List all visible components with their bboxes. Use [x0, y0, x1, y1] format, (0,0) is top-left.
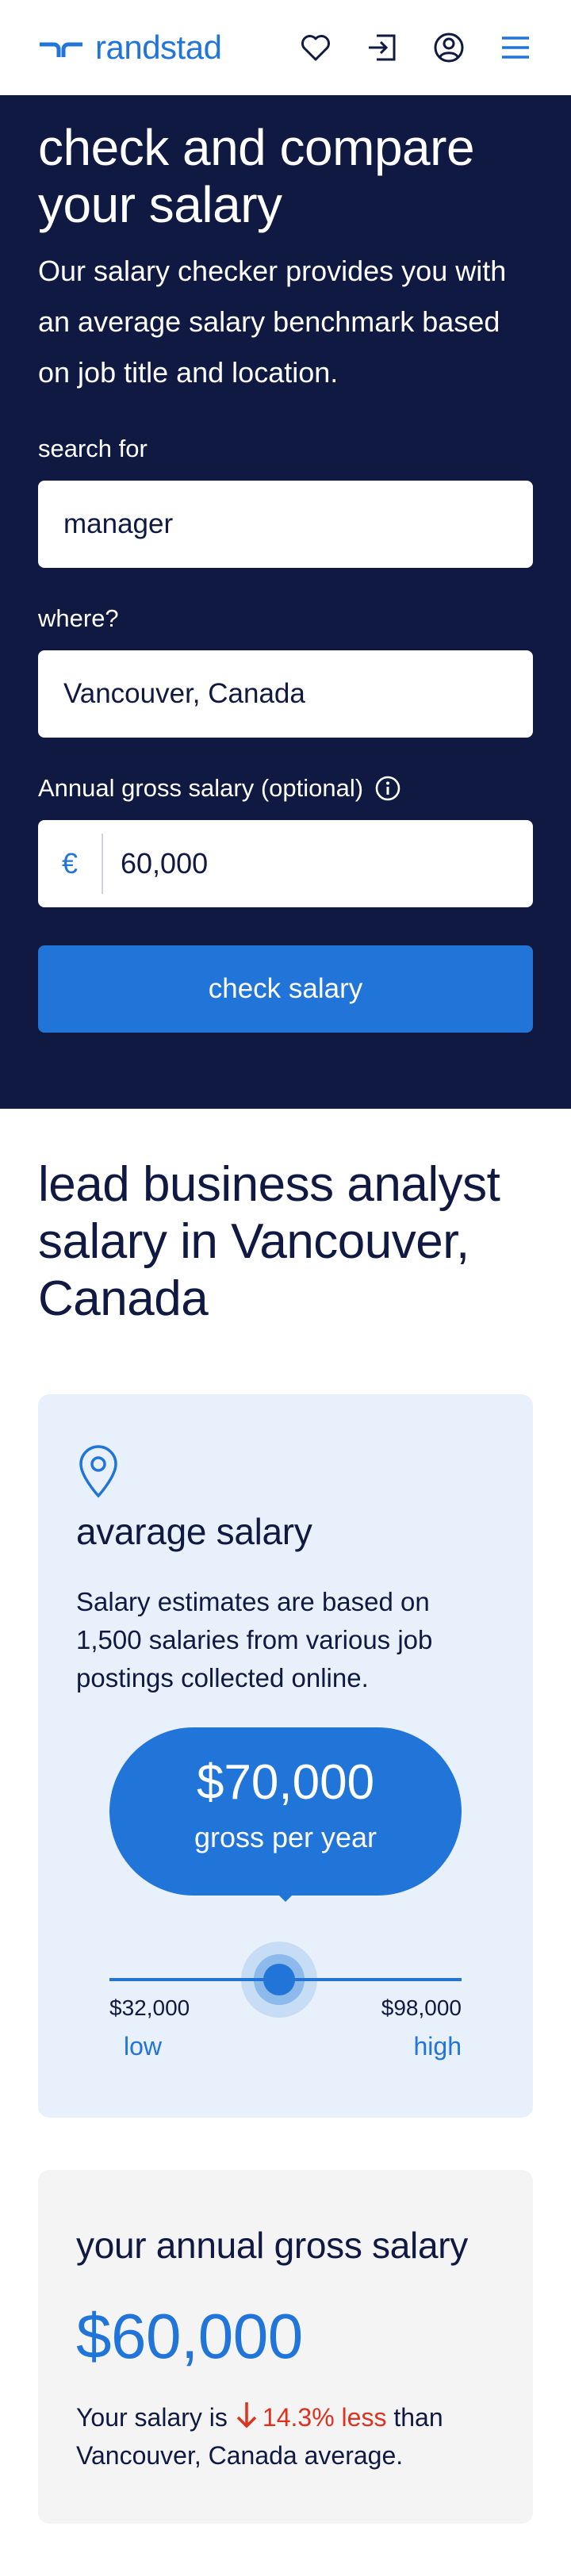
currency-symbol: €	[38, 834, 103, 894]
menu-icon	[502, 36, 529, 59]
location-value: Vancouver, Canada	[63, 678, 305, 709]
salary-value: 60,000	[121, 847, 209, 880]
your-salary-title: your annual gross salary	[76, 2225, 468, 2266]
salary-range-knob[interactable]	[263, 1964, 295, 1995]
location-input[interactable]: Vancouver, Canada	[38, 650, 533, 738]
site-header: randstad	[0, 0, 571, 95]
hero-title: check and compare your salary	[38, 119, 475, 233]
job-title-value: manager	[63, 508, 174, 539]
salary-label: Annual gross salary (optional)	[38, 772, 533, 804]
randstad-logo-mark-icon	[40, 42, 82, 57]
logo-text: randstad	[95, 29, 222, 66]
range-min-value: $32,000	[109, 1995, 190, 2020]
comparison-prefix: Your salary is	[76, 2403, 228, 2432]
average-salary-card: avarage salary Salary estimates are base…	[38, 1394, 533, 2118]
arrow-down-icon	[236, 2402, 257, 2428]
range-high-label: high	[413, 2032, 462, 2060]
hero-intro: Our salary checker provides you with an …	[38, 255, 507, 389]
info-icon[interactable]	[374, 775, 401, 802]
login-icon	[369, 34, 396, 61]
salary-comparison: Your salary is 14.3% less than Vancouver…	[76, 2398, 504, 2474]
user-icon	[434, 33, 464, 63]
range-max-value: $98,000	[381, 1995, 462, 2020]
average-salary-amount: $70,000	[196, 1755, 375, 1810]
average-salary-period: gross per year	[194, 1821, 377, 1853]
your-salary-card: your annual gross salary $60,000 Your sa…	[38, 2170, 533, 2524]
account-button[interactable]	[431, 30, 466, 65]
search-label: search for	[38, 433, 533, 465]
comparison-difference: 14.3% less	[262, 2403, 387, 2432]
your-salary-amount: $60,000	[76, 2301, 303, 2371]
comparison-suffix: than Vancouver, Canada average.	[76, 2403, 443, 2470]
job-title-input[interactable]: manager	[38, 481, 533, 568]
search-label-text: search for	[38, 435, 148, 462]
average-salary-bubble: $70,000 gross per year	[109, 1727, 462, 1902]
header-actions	[298, 30, 533, 65]
where-label-text: where?	[38, 604, 119, 632]
favorites-button[interactable]	[298, 30, 333, 65]
salary-label-text: Annual gross salary (optional)	[38, 774, 364, 802]
heart-icon	[301, 35, 330, 61]
check-salary-button[interactable]: check salary	[38, 945, 533, 1033]
bubble-pointer	[273, 1889, 298, 1902]
location-pin-icon	[79, 1445, 117, 1498]
randstad-logo[interactable]: randstad	[38, 29, 222, 67]
salary-checker-hero: check and compare your salary Our salary…	[0, 95, 571, 1109]
range-low-label: low	[124, 2032, 163, 2060]
average-salary-description: Salary estimates are based on 1,500 sala…	[76, 1587, 433, 1692]
where-label: where?	[38, 603, 533, 634]
average-salary-title: avarage salary	[76, 1511, 312, 1552]
results-title: lead business analyst salary in Vancouve…	[38, 1157, 500, 1326]
menu-button[interactable]	[498, 30, 533, 65]
login-button[interactable]	[365, 30, 400, 65]
salary-input[interactable]: € 60,000	[38, 820, 533, 907]
